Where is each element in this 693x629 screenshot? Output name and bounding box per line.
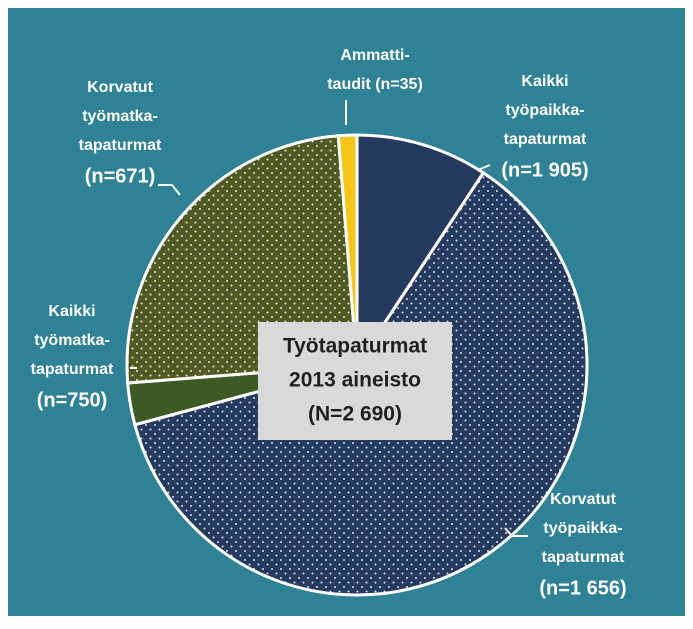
slice-label: taudit (n=35): [327, 76, 423, 93]
center-label: Työtapaturmat: [283, 335, 427, 358]
slice-label: Ammatti-: [340, 47, 409, 64]
slice-label: työpaikka-: [505, 102, 584, 119]
slice-label: (n=750): [37, 389, 108, 411]
slice-label: (n=1 656): [539, 577, 626, 599]
pie-slice: [336, 133, 359, 366]
leader-line: [158, 184, 181, 196]
leader-line: [477, 164, 491, 171]
leader-lines: [130, 100, 528, 537]
slice-label: tapaturmat: [79, 137, 162, 154]
center-box: [258, 322, 452, 440]
slice-label: (n=671): [85, 165, 156, 187]
slice-label: Korvatut: [87, 79, 153, 96]
leader-line: [504, 527, 528, 537]
slice-label: tapaturmat: [542, 549, 625, 566]
slice-label: työmatka-: [34, 332, 110, 349]
slice-label: työmatka-: [82, 108, 158, 125]
center-label: (N=2 690): [308, 403, 402, 426]
labels: Kaikki työpaikka-tapaturmat (n=1 905) Korva…: [31, 47, 627, 599]
slice-label: (n=1 905): [501, 159, 588, 181]
slice-label: Korvatut: [550, 491, 616, 508]
slice-label: Kaikki: [521, 73, 568, 90]
center-label: 2013 aineisto: [289, 369, 421, 392]
slice-label: työpaikka-: [543, 520, 622, 537]
slice-label: tapaturmat: [504, 131, 587, 148]
slice-label: tapaturmat: [31, 361, 114, 378]
slice-label: Kaikki: [48, 303, 95, 320]
